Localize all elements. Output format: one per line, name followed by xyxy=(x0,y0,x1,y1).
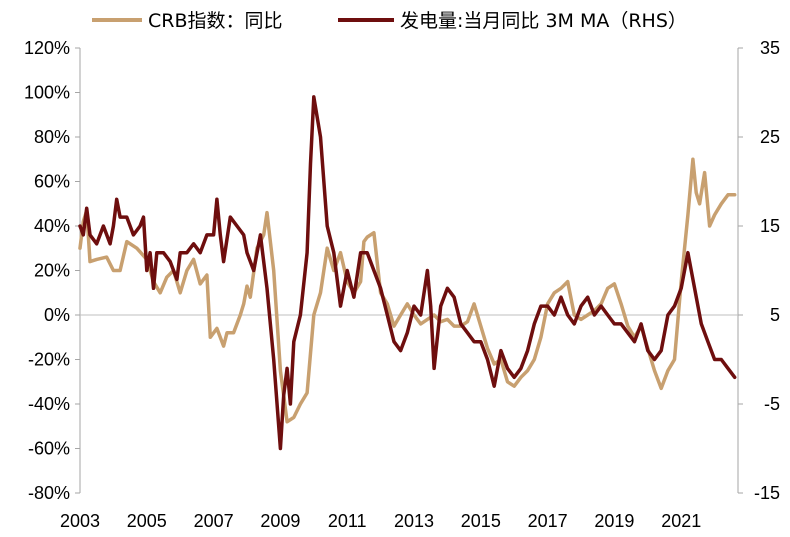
left-tick-label: 100% xyxy=(24,83,70,103)
x-tick-label: 2007 xyxy=(194,511,234,531)
x-tick-label: 2009 xyxy=(260,511,300,531)
x-tick-label: 2019 xyxy=(594,511,634,531)
left-tick-label: 120% xyxy=(24,38,70,58)
x-tick-label: 2011 xyxy=(328,511,367,531)
legend-label-power: 发电量:当月同比 3M MA（RHS） xyxy=(400,10,687,32)
x-tick-label: 2005 xyxy=(127,511,167,531)
left-tick-label: -60% xyxy=(28,439,70,459)
series-layer xyxy=(78,95,737,451)
legend-label-crb: CRB指数：同比 xyxy=(148,10,283,32)
left-tick-label: 40% xyxy=(34,216,70,236)
x-tick-label: 2003 xyxy=(60,511,100,531)
left-tick-label: -20% xyxy=(28,350,70,370)
left-tick-label: 80% xyxy=(34,127,70,147)
left-tick-label: 0% xyxy=(44,305,70,325)
right-tick-label: 5 xyxy=(770,305,780,325)
right-tick-label: -15 xyxy=(754,483,780,503)
right-tick-label: 15 xyxy=(760,216,780,236)
x-tick-label: 2015 xyxy=(461,511,501,531)
series-line-crb xyxy=(78,157,737,424)
right-tick-label: -5 xyxy=(764,394,780,414)
left-tick-label: -80% xyxy=(28,483,70,503)
right-tick-label: 25 xyxy=(760,127,780,147)
x-tick-label: 2017 xyxy=(528,511,568,531)
legend: CRB指数：同比 发电量:当月同比 3M MA（RHS） xyxy=(92,10,687,32)
x-tick-label: 2021 xyxy=(661,511,701,531)
left-tick-label: 20% xyxy=(34,261,70,281)
right-tick-label: 35 xyxy=(760,38,780,58)
series-line-power xyxy=(78,95,737,451)
x-tick-label: 2013 xyxy=(394,511,434,531)
axes-layer: 120% 100% 80% 60% 40% 20% 0% -20% -40% -60% -80% 35… xyxy=(24,38,780,531)
left-tick-label: 60% xyxy=(34,172,70,192)
left-tick-label: -40% xyxy=(28,394,70,414)
